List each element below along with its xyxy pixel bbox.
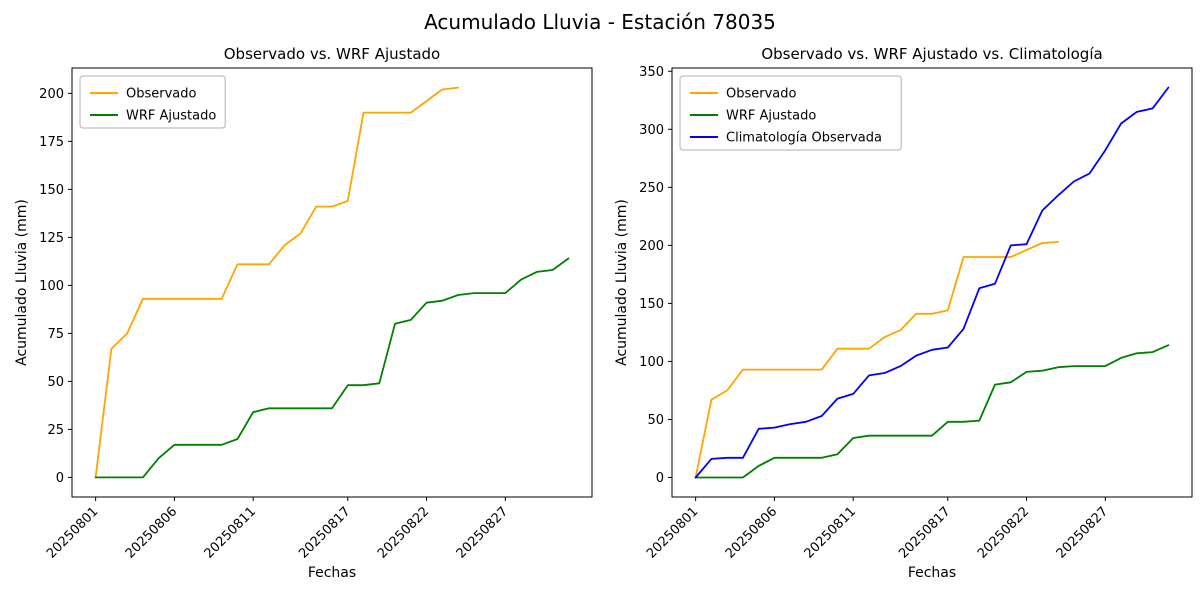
x-axis-label: Fechas: [308, 565, 356, 581]
y-tick-label: 150: [639, 297, 664, 312]
legend: Observado WRF Ajustado: [79, 75, 226, 129]
legend-label-wrf-ajustado: WRF Ajustado: [126, 109, 216, 124]
x-tick-label: 20250822: [375, 504, 432, 561]
y-tick-label: 100: [639, 355, 664, 370]
legend: Observado WRF Ajustado Climatología Observ…: [679, 75, 902, 151]
y-tick-label: 25: [47, 423, 64, 438]
y-tick-label: 0: [656, 471, 664, 486]
x-tick-label: 20250817: [896, 504, 953, 561]
legend-label-observado: Observado: [726, 87, 797, 102]
legend-box: [679, 75, 902, 151]
chart-title: Observado vs. WRF Ajustado: [224, 45, 440, 63]
legend-label-observado: Observado: [126, 87, 197, 102]
y-axis-label: Acumulado Lluvia (mm): [14, 199, 30, 366]
x-tick-label: 20250806: [723, 504, 780, 561]
y-tick-label: 200: [639, 239, 664, 254]
x-tick-label: 20250811: [202, 504, 259, 561]
x-tick-label: 20250827: [454, 504, 511, 561]
y-tick-label: 50: [47, 375, 64, 390]
x-tick-label: 20250806: [123, 504, 180, 561]
y-tick-label: 75: [47, 327, 64, 342]
series-line-observado: [94, 86, 460, 479]
series-line-wrf-ajustado: [94, 257, 570, 479]
y-tick-label: 175: [39, 135, 64, 150]
axes-spines: [671, 67, 1193, 498]
x-tick-label: 20250822: [975, 504, 1032, 561]
x-tick-label: 20250801: [44, 504, 101, 561]
series-line-wrf-ajustado: [694, 344, 1170, 479]
y-tick-label: 350: [639, 65, 664, 80]
chart-observado-vs-wrf: 0 25 50 75 100 125 150 175 200 20250801 20250806 20…: [14, 45, 593, 581]
chart-observado-vs-wrf-vs-climatologia: 0 50 100 150 200 250 300 350 20250801 20250806 202…: [614, 45, 1193, 581]
axes-spines: [71, 67, 593, 498]
y-tick-label: 300: [639, 123, 664, 138]
charts-row: 0 25 50 75 100 125 150 175 200 20250801 20250806 20…: [0, 40, 1200, 600]
y-tick-label: 50: [647, 413, 664, 428]
series-line-climatologia-observada: [694, 86, 1170, 479]
x-axis-label: Fechas: [908, 565, 956, 581]
y-tick-label: 0: [56, 471, 64, 486]
legend-label-wrf-ajustado: WRF Ajustado: [726, 109, 816, 124]
series-line-observado: [694, 240, 1060, 479]
y-tick-label: 250: [639, 181, 664, 196]
x-tick-label: 20250817: [296, 504, 353, 561]
x-tick-label: 20250827: [1054, 504, 1111, 561]
figure-title: Acumulado Lluvia - Estación 78035: [424, 10, 776, 34]
y-axis-label: Acumulado Lluvia (mm): [614, 199, 630, 366]
y-tick-label: 100: [39, 279, 64, 294]
y-tick-label: 150: [39, 183, 64, 198]
y-tick-label: 200: [39, 87, 64, 102]
x-tick-label: 20250801: [644, 504, 701, 561]
y-tick-label: 125: [39, 231, 64, 246]
legend-label-climatologia-observada: Climatología Observada: [726, 131, 882, 146]
chart-title: Observado vs. WRF Ajustado vs. Climatolo…: [761, 45, 1102, 63]
x-tick-label: 20250811: [802, 504, 859, 561]
